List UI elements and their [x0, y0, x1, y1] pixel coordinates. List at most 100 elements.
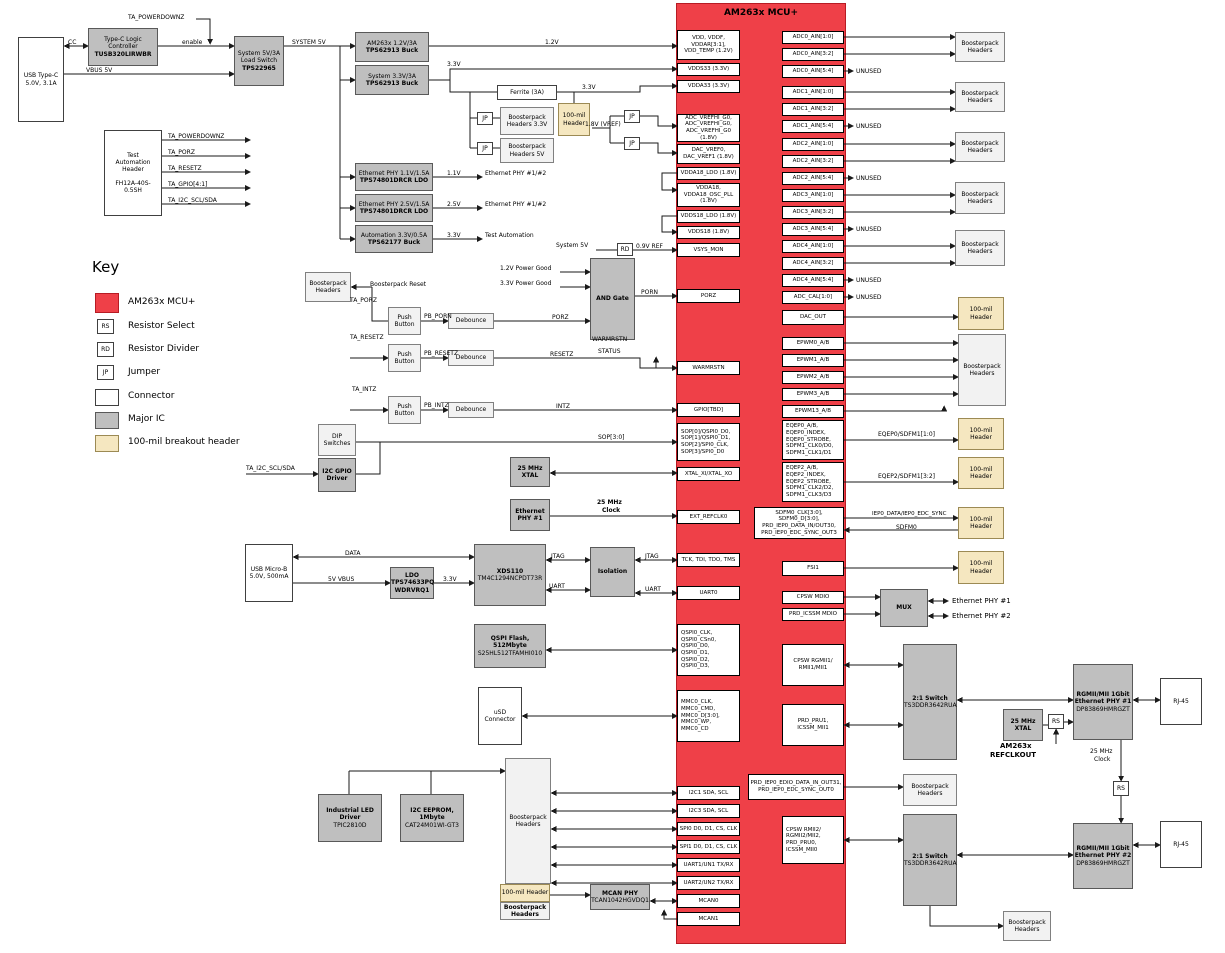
switch-2to1-bottom-line-1: TS3DDR3642RUA	[904, 860, 957, 867]
and-gate: AND Gate	[590, 258, 635, 340]
push-button-intz: Push Button	[388, 396, 421, 424]
ethernet-phy2-line-1: Ethernet PHY #2	[1074, 852, 1132, 860]
label-unused-cal: UNUSED	[856, 294, 882, 301]
label-clk25-left-2: Clock	[602, 507, 621, 514]
pin-fsi1-line-0: FSI1	[807, 565, 819, 572]
key-box-rs-line-0: RS	[101, 322, 110, 330]
hdr100-left-line-1: Header	[563, 119, 585, 127]
pin-adc4-ain54-line-0: ADC4_AIN[5:4]	[792, 277, 834, 284]
bp-headers-adc0-line-1: Headers	[967, 47, 993, 54]
pin-vdda18-line-2: (1.8V)	[700, 198, 717, 205]
pin-mmc0-line-4: MMC0_CD	[681, 726, 709, 733]
pin-vdds18-ldo-line-0: VDDS18_LDO (1.8V)	[680, 213, 737, 220]
label-clk25-right-1: 25 MHz	[1090, 748, 1113, 755]
hdr100-left: 100-mil Header	[558, 103, 590, 136]
pin-vdda18-ldo: VDDA18_LDO (1.8V)	[677, 167, 740, 180]
key-box-rd-line-0: RD	[101, 345, 110, 353]
hdr100-dac-line-0: 100-mil	[969, 306, 993, 314]
mcan-phy: MCAN PHY TCAN1042HGVDQ1	[590, 884, 650, 910]
industrial-led-driver-line-1: TPIC2810D	[333, 821, 367, 829]
test-automation-header-line-1: Automation	[115, 159, 151, 167]
pin-adc3-ain32-line-0: ADC3_AIN[3:2]	[792, 209, 834, 216]
push-button-resetz: Push Button	[388, 344, 421, 372]
pin-dac-out-line-0: DAC_OUT	[799, 314, 827, 321]
label-vbus-5v-b: 5V VBUS	[328, 576, 355, 583]
label-pg-3v3: 3.3V Power Good	[500, 280, 552, 287]
mcu-title: AM263x MCU+	[723, 8, 799, 18]
hdr100-eqep2-line-0: 100-mil	[969, 465, 993, 473]
pin-ext-refclk0-line-0: EXT_REFCLK0	[689, 513, 728, 520]
debounce-intz-line-0: Debounce	[455, 406, 487, 414]
label-sdfm0-lbl: SDFM0	[896, 524, 917, 531]
debounce-porn: Debounce	[448, 313, 494, 329]
pin-adc0-ain32: ADC0_AIN[3:2]	[782, 48, 844, 61]
mux: MUX	[880, 589, 928, 627]
pin-eqep2-line-0: EQEP2_A/B,	[786, 465, 818, 472]
pin-cpsw-rmii2-line-0: CPSW RMII2/	[786, 826, 821, 833]
bp-headers-reset-line-1: Headers	[315, 287, 341, 294]
pin-gpio-tbd-line-0: GPIO[TBD]	[693, 406, 724, 413]
label-pg-1v2: 1.2V Power Good	[500, 265, 552, 272]
switch-2to1-top: 2:1 Switch TS3DDR3642RUA	[903, 644, 957, 760]
pin-ext-refclk0: EXT_REFCLK0	[677, 510, 740, 524]
pin-eqep2-line-2: EQEP2_STROBE,	[786, 478, 831, 485]
pin-gpio-tbd: GPIO[TBD]	[677, 403, 740, 417]
label-unused-1: UNUSED	[856, 123, 882, 130]
label-key-rs: Resistor Select	[128, 321, 195, 331]
qspi-flash-line-1: S25HL512TFAMHI010	[477, 649, 543, 657]
switch-2to1-top-line-1: TS3DDR3642RUA	[904, 702, 957, 709]
pin-adc2-ain32: ADC2_AIN[3:2]	[782, 155, 844, 168]
pin-adc2-ain54-line-0: ADC2_AIN[5:4]	[792, 175, 834, 182]
usb-type-c-line-1: 5.0V, 3.1A	[25, 79, 57, 87]
xtal-25mhz-right: 25 MHz XTAL	[1003, 709, 1043, 741]
bp-headers-adc3: Boosterpack Headers	[955, 182, 1005, 214]
i2c-eeprom-line-0: I2C EEPROM, 1Mbyte	[410, 807, 454, 822]
bp-headers-adc2-line-1: Headers	[967, 147, 993, 154]
key-swatch-mcu	[95, 293, 119, 313]
buck-1v2-line-1: TPS62913 Buck	[365, 47, 419, 54]
push-button-resetz-line-1: Button	[394, 358, 415, 365]
mux-line-0: MUX	[896, 604, 912, 612]
i2c-gpio-driver-line-1: Driver	[326, 475, 348, 482]
ethernet-phy2-line-0: RGMII/MII 1Gbit	[1076, 845, 1130, 853]
pin-dac-vref: DAC_VREF0, DAC_VREF1 (1.8V)	[677, 144, 740, 164]
ldo-usb: LDO TPS74633PQ WDRVRQ1	[390, 567, 434, 599]
pin-vdds18: VDDS18 (1.8V)	[677, 226, 740, 239]
ferrite: Ferrite (3A)	[497, 85, 557, 100]
label-uart-b: UART	[645, 586, 661, 593]
push-button-intz-line-0: Push	[397, 402, 412, 410]
pin-adc3-ain32: ADC3_AIN[3:2]	[782, 206, 844, 219]
bp-headers-3v3-line-1: Headers 3.3V	[506, 121, 548, 128]
bp-headers-adc4-line-1: Headers	[967, 248, 993, 255]
jp-bp33: JP	[477, 112, 493, 125]
pin-vdds18-ldo: VDDS18_LDO (1.8V)	[677, 210, 740, 223]
pin-adc4-ain32: ADC4_AIN[3:2]	[782, 257, 844, 270]
bp-headers-iep-line-1: Headers	[917, 790, 943, 797]
buck-1v2: AM263x 1.2V/3A TPS62913 Buck	[355, 32, 429, 62]
bp-headers-epwm-line-1: Headers	[969, 370, 995, 377]
pin-uart1-line-0: UART1/UN1 TX/RX	[683, 861, 734, 868]
label-unused-2: UNUSED	[856, 175, 882, 182]
pin-dac-vref-line-0: DAC_VREF0,	[691, 147, 726, 154]
dip-switches-line-1: Switches	[323, 440, 351, 447]
ldo-eth-1v1: Ethernet PHY 1.1V/1.5A TPS74801DRCR LDO	[355, 163, 433, 191]
pin-uart0: UART0	[677, 586, 740, 600]
label-porn: PORN	[641, 289, 658, 296]
rj45-top: RJ-45	[1160, 678, 1202, 725]
debounce-porn-line-0: Debounce	[455, 317, 487, 325]
pin-i2c1-line-0: I2C1 SDA, SCL	[688, 789, 729, 796]
rs-clock-line-0: RS	[1117, 784, 1125, 792]
pin-adc-cal: ADC_CAL[1:0]	[782, 291, 844, 304]
industrial-led-driver: Industrial LED Driver TPIC2810D	[318, 794, 382, 842]
bp-headers-adc1: Boosterpack Headers	[955, 82, 1005, 112]
ldo-usb-line-1: TPS74633PQ	[391, 579, 435, 587]
label-ta-resetz-hdr: TA_RESETZ	[168, 165, 202, 172]
test-automation-header-line-2: Header	[122, 166, 144, 174]
pin-epwm0-line-0: EPWM0_A/B	[796, 340, 830, 347]
pin-jtag-line-0: TCK, TDI, TDO, TMS	[681, 556, 736, 563]
test-automation-header: Test Automation Header FH12A-40S- 0.5SH	[104, 130, 162, 216]
rd-vsys: RD	[617, 243, 633, 256]
pin-xtal-line-0: XTAL_XI/XTAL_XO	[684, 470, 733, 477]
industrial-led-driver-line-0: Industrial LED Driver	[326, 807, 374, 822]
